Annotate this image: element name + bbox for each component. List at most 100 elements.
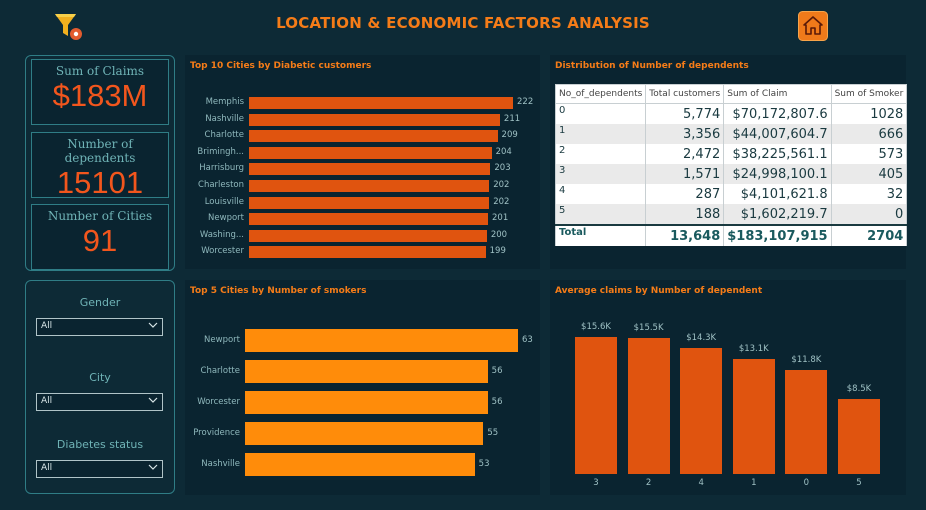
- category-label: Nashville: [205, 113, 244, 124]
- table-total-cell: Total: [554, 224, 647, 246]
- bar: [249, 246, 486, 259]
- chevron-down-icon: [148, 397, 158, 403]
- table-cell: 1,571: [645, 164, 725, 184]
- category-label: Providence: [193, 427, 240, 438]
- table-cell: 32: [830, 184, 908, 204]
- table-cell: 4: [554, 184, 647, 204]
- table-row[interactable]: 2 2,472 $38,225,561.1 573: [554, 144, 908, 164]
- smokers-bars: Newport 63 Charlotte 56 Worcester 56 Providenc…: [185, 280, 540, 495]
- bar: [245, 453, 475, 476]
- category-label: 3: [593, 478, 599, 488]
- table-row[interactable]: 1 3,356 $44,007,604.7 666: [554, 124, 908, 144]
- smokers-chart: Top 5 Cities by Number of smokers Newpor…: [185, 280, 540, 495]
- category-label: Charlotte: [200, 365, 240, 376]
- gender-label: Gender: [79, 296, 121, 309]
- data-label: 203: [494, 163, 511, 174]
- table-cell: 573: [830, 144, 908, 164]
- bar: [732, 358, 775, 474]
- filter-icon[interactable]: [52, 12, 84, 42]
- data-label: 201: [492, 213, 509, 224]
- diabetes-status-label: Diabetes status: [56, 438, 144, 451]
- chart-title: Top 5 Cities by Number of smokers: [190, 286, 367, 296]
- column-header[interactable]: Sum of Smoker: [830, 84, 908, 104]
- table-cell: 405: [830, 164, 908, 184]
- table-total-row: Total 13,648 $183,107,915 2704: [554, 224, 908, 246]
- bar: [249, 180, 490, 192]
- table-cell: $70,172,807.6: [723, 103, 832, 124]
- table-row[interactable]: 5 188 $1,602,219.7 0: [554, 204, 908, 225]
- table-cell: $44,007,604.7: [723, 124, 832, 144]
- bar: [249, 146, 492, 159]
- table-cell: $1,602,219.7: [723, 204, 832, 225]
- diabetes-status-selected: All: [41, 463, 53, 473]
- data-label: 209: [501, 130, 518, 141]
- table-cell: 0: [554, 103, 647, 124]
- table-cell: 287: [645, 184, 725, 204]
- kpi-label: Sum of Claims: [55, 64, 145, 78]
- slicer-panel: Gender All City All Diabetes status All: [25, 280, 175, 494]
- table-cell: 666: [830, 124, 908, 144]
- home-icon[interactable]: [798, 11, 828, 41]
- data-label: 199: [489, 246, 506, 257]
- data-label: $14.3K: [686, 333, 717, 344]
- table-row[interactable]: 0 5,774 $70,172,807.6 1028: [554, 103, 908, 124]
- kpi-value: 15101: [56, 165, 144, 200]
- gender-dropdown[interactable]: All: [36, 318, 163, 336]
- kpi-number-of-dependents: Number of dependents 15101: [31, 132, 169, 200]
- category-label: Worcester: [201, 246, 244, 257]
- bar: [249, 113, 500, 126]
- chevron-down-icon: [148, 322, 158, 328]
- kpi-label: Number of Cities: [47, 209, 153, 223]
- chart-title: Top 10 Cities by Diabetic customers: [190, 61, 372, 71]
- table-cell: 2: [554, 144, 647, 164]
- data-label: $8.5K: [846, 384, 872, 395]
- table-cell: 0: [830, 204, 908, 225]
- bar: [249, 213, 489, 226]
- bar: [245, 422, 484, 445]
- column-header[interactable]: Sum of Claim: [723, 84, 832, 104]
- diabetes-status-dropdown[interactable]: All: [36, 460, 163, 478]
- column-header[interactable]: Total customers: [645, 84, 725, 104]
- category-label: Washing...: [199, 229, 244, 240]
- category-label: 0: [803, 478, 810, 488]
- data-label: $15.5K: [633, 322, 664, 333]
- diabetic-bars: Memphis 222 Nashville 211 Charlotte 209 Brimin…: [185, 55, 540, 269]
- category-label: Memphis: [205, 97, 244, 107]
- city-selected: All: [41, 396, 53, 406]
- kpi-value: 91: [82, 223, 118, 258]
- column-header[interactable]: No_of_dependents: [554, 84, 647, 104]
- category-label: Louisville: [204, 196, 244, 207]
- bar: [785, 370, 828, 474]
- bar: [838, 399, 880, 474]
- table-title: Distribution of Number of dependents: [555, 61, 749, 71]
- kpi-group: Sum of Claims $183M Number of dependents…: [25, 55, 175, 271]
- category-label: Brimingh...: [197, 146, 244, 157]
- data-label: $13.1K: [738, 343, 769, 354]
- chart-title: Average claims by Number of dependent: [555, 286, 763, 296]
- table-cell: $4,101,621.8: [723, 184, 832, 204]
- data-label: 202: [493, 196, 510, 207]
- kpi-sum-of-claims: Sum of Claims $183M: [31, 59, 169, 125]
- avg-claims-bars: $15.6K 3 $15.5K 2 $14.3K 4 $13.1K 1 $11.8K 0 $8.5K…: [550, 280, 906, 495]
- kpi-number-of-cities: Number of Cities 91: [31, 204, 169, 270]
- city-dropdown[interactable]: All: [36, 393, 163, 411]
- category-label: Newport: [204, 334, 240, 345]
- bar: [575, 337, 617, 474]
- category-label: 4: [698, 478, 704, 488]
- table-total-cell: $183,107,915: [723, 224, 832, 246]
- table-cell: 1: [554, 124, 647, 144]
- table-row[interactable]: 4 287 $4,101,621.8 32: [554, 184, 908, 204]
- bar: [245, 329, 518, 352]
- data-label: 56: [491, 365, 503, 376]
- category-label: 1: [751, 478, 757, 488]
- table-row[interactable]: 3 1,571 $24,998,100.1 405: [554, 164, 908, 184]
- data-label: 204: [495, 146, 512, 157]
- data-label: 211: [503, 113, 521, 124]
- data-label: 56: [491, 396, 503, 407]
- bar: [249, 130, 498, 143]
- dependents-table: No_of_dependents Total customers Sum of …: [554, 84, 908, 246]
- bar: [249, 97, 513, 109]
- table-total-cell: 13,648: [645, 224, 725, 246]
- bar: [249, 163, 491, 176]
- table-cell: $24,998,100.1: [723, 164, 832, 184]
